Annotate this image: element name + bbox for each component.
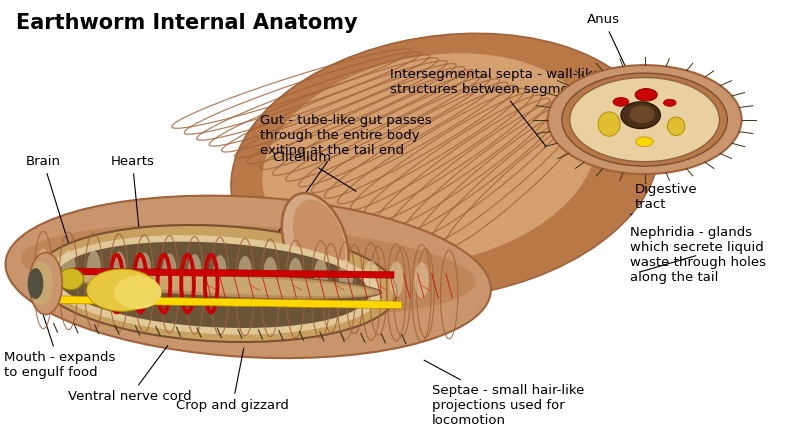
Ellipse shape — [44, 235, 382, 334]
Ellipse shape — [36, 225, 397, 342]
Ellipse shape — [86, 269, 158, 311]
Ellipse shape — [238, 256, 252, 291]
Text: Septae - small hair-like
projections used for
locomotion: Septae - small hair-like projections use… — [424, 360, 584, 427]
Ellipse shape — [364, 260, 378, 296]
Text: Anus: Anus — [587, 13, 626, 66]
Circle shape — [635, 89, 657, 101]
Text: Brain: Brain — [26, 155, 69, 243]
Ellipse shape — [314, 259, 328, 294]
Ellipse shape — [137, 253, 151, 288]
Ellipse shape — [36, 249, 50, 284]
Ellipse shape — [58, 268, 83, 290]
Ellipse shape — [67, 271, 382, 299]
Ellipse shape — [162, 253, 177, 289]
Circle shape — [562, 73, 727, 166]
Ellipse shape — [630, 105, 655, 123]
Text: Nephridia - glands
which secrete liquid
waste through holes
along the tail: Nephridia - glands which secrete liquid … — [630, 226, 766, 284]
Circle shape — [613, 97, 629, 106]
Ellipse shape — [231, 33, 659, 299]
Text: Ventral nerve cord: Ventral nerve cord — [68, 346, 192, 403]
Ellipse shape — [114, 276, 162, 309]
Circle shape — [570, 78, 719, 162]
Text: Crop and gizzard: Crop and gizzard — [176, 348, 289, 412]
Ellipse shape — [29, 253, 62, 315]
Ellipse shape — [621, 102, 660, 128]
Ellipse shape — [289, 258, 302, 293]
Ellipse shape — [598, 112, 620, 136]
Ellipse shape — [75, 274, 374, 296]
Text: Mouth - expands
to engulf food: Mouth - expands to engulf food — [4, 311, 115, 380]
Ellipse shape — [339, 260, 353, 295]
Ellipse shape — [293, 200, 346, 279]
Polygon shape — [59, 296, 402, 309]
Text: Clitellum: Clitellum — [272, 151, 356, 191]
Ellipse shape — [187, 254, 202, 290]
Ellipse shape — [56, 242, 370, 328]
Ellipse shape — [29, 261, 53, 306]
Ellipse shape — [27, 268, 43, 299]
Ellipse shape — [414, 262, 429, 298]
Circle shape — [663, 99, 676, 106]
Text: Intersegmental septa - wall-like
structures between segments: Intersegmental septa - wall-like structu… — [390, 68, 601, 146]
Ellipse shape — [6, 196, 491, 358]
Text: Gut - tube-like gut passes
through the entire body
exiting at the tail end: Gut - tube-like gut passes through the e… — [260, 113, 432, 239]
Circle shape — [636, 137, 654, 147]
Ellipse shape — [86, 251, 101, 286]
Ellipse shape — [667, 117, 685, 136]
Ellipse shape — [282, 193, 349, 290]
Ellipse shape — [21, 224, 476, 316]
Ellipse shape — [112, 252, 126, 287]
Ellipse shape — [213, 255, 227, 291]
Text: Hearts: Hearts — [110, 155, 154, 239]
Text: Earthworm Internal Anatomy: Earthworm Internal Anatomy — [16, 13, 358, 33]
Ellipse shape — [263, 257, 278, 292]
Ellipse shape — [62, 250, 76, 285]
Ellipse shape — [262, 53, 597, 266]
Text: Digestive
tract: Digestive tract — [630, 183, 697, 215]
Circle shape — [548, 65, 742, 174]
Ellipse shape — [390, 261, 403, 297]
Polygon shape — [71, 268, 394, 278]
